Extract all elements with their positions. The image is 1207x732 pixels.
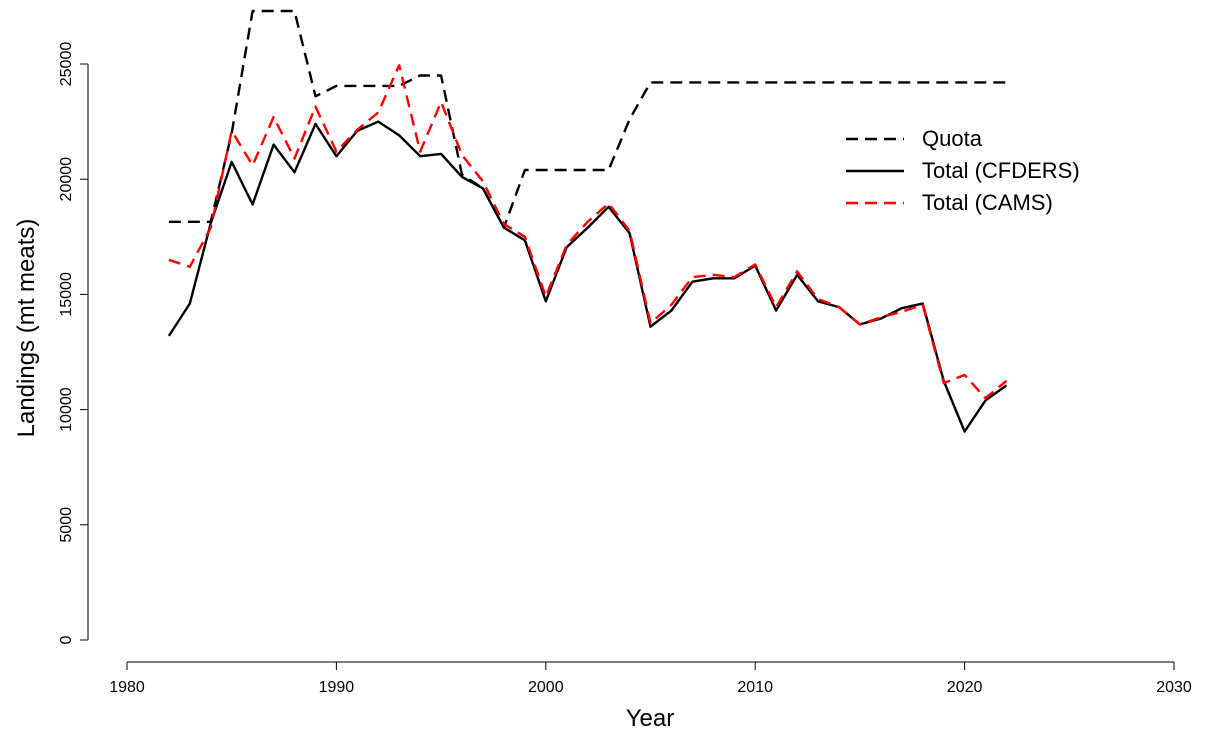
x-axis: 1980 1990 2000 2010 2020 2030 [109,661,1192,696]
series-line-quota [168,9,1007,229]
x-tick-label: 2000 [528,679,564,696]
x-axis-title: Year [626,705,675,732]
series-line-total-cfders [167,120,1008,433]
x-tick-label: 2030 [1156,679,1192,696]
y-axis: 0 5000 10000 15000 20000 25000 [58,42,89,644]
y-tick-label: 25000 [58,42,75,87]
x-ticks: 1980 1990 2000 2010 2020 2030 [109,662,1192,696]
legend: Quota Total (CFDERS) Total (CAMS) [846,126,1080,215]
y-tick-label: 5000 [58,507,75,543]
y-axis-title: Landings (mt meats) [13,219,40,438]
legend-label: Total (CFDERS) [922,158,1080,183]
x-tick-label: 1990 [319,679,355,696]
series-line-total-cams [168,63,1008,400]
y-tick-label: 0 [58,635,75,644]
y-tick-label: 20000 [58,157,75,202]
x-tick-label: 2010 [737,679,773,696]
y-tick-label: 15000 [58,272,75,317]
series-layer [167,9,1008,433]
x-tick-label: 1980 [109,679,145,696]
y-tick-label: 10000 [58,387,75,432]
y-ticks: 0 5000 10000 15000 20000 25000 [58,42,88,644]
legend-label: Quota [922,126,983,151]
legend-label: Total (CAMS) [922,190,1053,215]
x-tick-label: 2020 [947,679,983,696]
